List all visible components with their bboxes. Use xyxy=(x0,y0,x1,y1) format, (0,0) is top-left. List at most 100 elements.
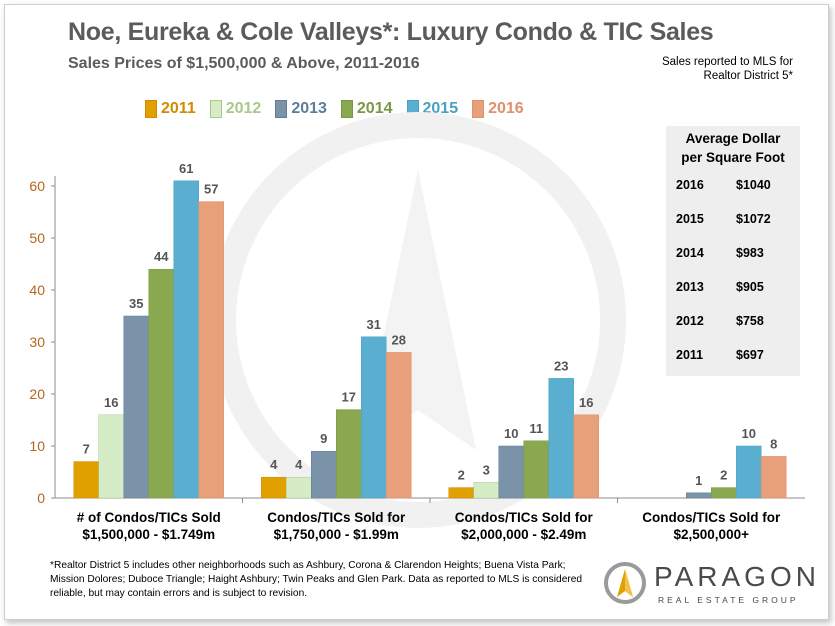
chart-subtitle: Sales Prices of $1,500,000 & Above, 2011… xyxy=(68,55,420,72)
bar-value-label: 57 xyxy=(204,182,218,197)
avg-row: 2012 $758 xyxy=(676,314,764,328)
bar-value-label: 2 xyxy=(720,468,727,483)
bar-2015 xyxy=(736,445,762,499)
bar-2013 xyxy=(686,492,712,499)
avg-row: 2014 $983 xyxy=(676,246,764,260)
avg-row: 2015 $1072 xyxy=(676,212,771,226)
chart-legend: 2011 2012 2013 2014 2015 2016 xyxy=(145,100,524,118)
y-tick-label: 40 xyxy=(29,282,45,298)
bar-2015 xyxy=(173,180,199,499)
bar-2014 xyxy=(148,268,174,499)
avg-row-value: $1040 xyxy=(736,178,771,192)
bar-2011 xyxy=(448,487,474,499)
bar-2016 xyxy=(386,352,412,499)
y-tick-label: 0 xyxy=(37,490,45,506)
y-tick-label: 20 xyxy=(29,386,45,402)
avg-row-year: 2015 xyxy=(676,212,704,226)
bar-2014 xyxy=(336,409,362,499)
legend-swatch xyxy=(340,100,353,118)
bar-value-label: 1 xyxy=(695,473,702,488)
avg-box-heading: Average Dollar per Square Foot xyxy=(666,129,800,167)
avg-row-year: 2011 xyxy=(676,348,704,362)
brand-tagline: REAL ESTATE GROUP xyxy=(658,595,799,605)
x-category-label: $2,500,000+ xyxy=(674,527,750,542)
x-category-label: Condos/TICs Sold for xyxy=(642,510,781,525)
legend-item-2016: 2016 xyxy=(472,100,524,118)
bar-value-label: 17 xyxy=(342,390,356,405)
bar-2013 xyxy=(123,315,149,499)
bar-2015 xyxy=(361,336,387,499)
bar-value-label: 4 xyxy=(295,457,303,472)
bar-value-label: 10 xyxy=(504,426,518,441)
bar-2014 xyxy=(711,487,737,499)
bar-value-label: 8 xyxy=(770,436,777,451)
y-tick-label: 60 xyxy=(29,178,45,194)
legend-label: 2011 xyxy=(161,100,196,117)
avg-row-year: 2012 xyxy=(676,314,704,328)
bar-2012 xyxy=(473,482,499,499)
bar-value-label: 4 xyxy=(270,457,278,472)
bar-value-label: 7 xyxy=(83,442,90,457)
y-tick-label: 30 xyxy=(29,334,45,350)
avg-row: 2013 $905 xyxy=(676,280,764,294)
avg-row: 2016 $1040 xyxy=(676,178,771,192)
bar-value-label: 44 xyxy=(154,249,169,264)
bar-2016 xyxy=(761,456,787,499)
avg-row-value: $697 xyxy=(736,348,764,362)
legend-item-2014: 2014 xyxy=(340,100,393,118)
x-category-label: $1,500,000 - $1.749m xyxy=(82,527,215,542)
source-note: Sales reported to MLS for Realtor Distri… xyxy=(662,55,793,83)
bar-2016 xyxy=(198,201,224,499)
bar-value-label: 10 xyxy=(742,426,756,441)
legend-label: 2016 xyxy=(488,100,524,117)
bar-value-label: 28 xyxy=(392,332,406,347)
source-note-line2: Realtor District 5* xyxy=(703,70,793,82)
bar-value-label: 3 xyxy=(483,462,490,477)
avg-row: 2011 $697 xyxy=(676,348,764,362)
y-tick-label: 10 xyxy=(29,438,45,454)
x-category-label: Condos/TICs Sold for xyxy=(455,510,594,525)
bar-value-label: 61 xyxy=(179,161,193,176)
avg-row-value: $983 xyxy=(736,246,764,260)
legend-item-2012: 2012 xyxy=(209,100,261,118)
bar-2016 xyxy=(573,414,599,499)
bar-value-label: 23 xyxy=(554,358,568,373)
avg-box-heading-line1: Average Dollar xyxy=(685,131,781,146)
footnote: *Realtor District 5 includes other neigh… xyxy=(50,560,583,599)
bar-value-label: 11 xyxy=(529,421,543,436)
bar-value-label: 2 xyxy=(458,468,465,483)
bar-2013 xyxy=(311,450,337,499)
bar-value-label: 16 xyxy=(104,395,118,410)
legend-item-2011: 2011 xyxy=(145,100,196,118)
x-category-label: Condos/TICs Sold for xyxy=(267,510,406,525)
legend-swatch xyxy=(145,100,157,118)
avg-row-year: 2016 xyxy=(676,178,704,192)
bar-value-label: 35 xyxy=(129,296,143,311)
avg-row-value: $905 xyxy=(736,280,764,294)
brand-name: PARAGON xyxy=(654,561,820,592)
bar-2011 xyxy=(261,476,287,499)
avg-row-value: $1072 xyxy=(736,212,771,226)
legend-swatch xyxy=(209,100,222,118)
x-category-label: $2,000,000 - $2.49m xyxy=(461,527,586,542)
bar-value-label: 31 xyxy=(367,317,381,332)
legend-item-2013: 2013 xyxy=(275,100,327,118)
bar-2013 xyxy=(498,445,524,499)
source-note-line1: Sales reported to MLS for xyxy=(661,56,793,68)
x-category-label: # of Condos/TICs Sold xyxy=(77,510,221,525)
avg-row-year: 2014 xyxy=(676,246,704,260)
bar-value-label: 9 xyxy=(320,431,327,446)
bar-2011 xyxy=(73,461,99,499)
legend-label: 2013 xyxy=(291,100,327,117)
paragon-logo-icon xyxy=(604,562,646,604)
legend-swatch xyxy=(275,100,288,118)
legend-label: 2014 xyxy=(356,100,393,117)
avg-row-year: 2013 xyxy=(676,280,704,294)
bar-2012 xyxy=(286,476,312,499)
chart-title: Noe, Eureka & Cole Valleys*: Luxury Cond… xyxy=(68,18,714,46)
bar-2014 xyxy=(523,440,549,499)
y-tick-label: 50 xyxy=(29,230,45,246)
legend-swatch xyxy=(472,100,485,118)
x-category-label: $1,750,000 - $1.99m xyxy=(274,527,399,542)
